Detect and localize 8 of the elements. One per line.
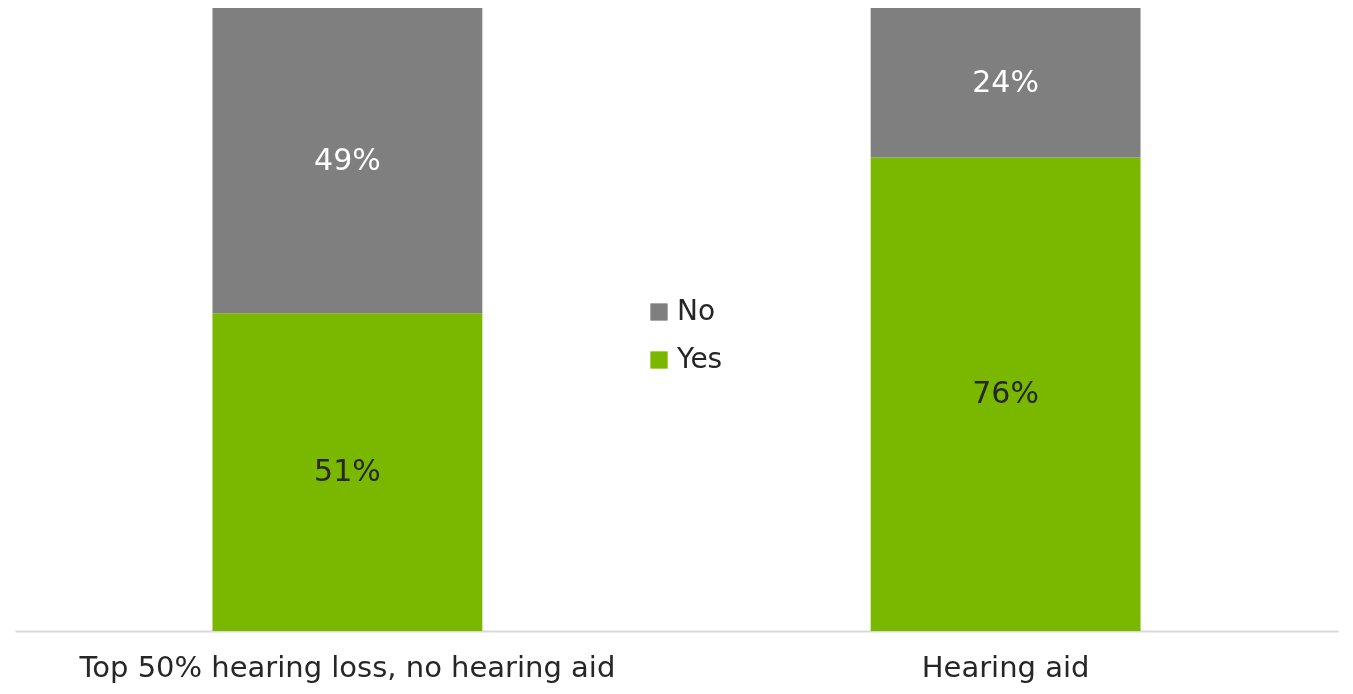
data-label: 24% <box>972 63 1039 99</box>
data-label: 51% <box>314 453 381 489</box>
legend-label: Yes <box>676 342 723 375</box>
x-tick-label: Top 50% hearing loss, no hearing aid <box>78 649 616 684</box>
data-label: 49% <box>314 141 381 177</box>
legend-label: No <box>677 294 716 327</box>
x-tick-label: Hearing aid <box>921 649 1090 684</box>
data-label: 76% <box>972 375 1039 411</box>
